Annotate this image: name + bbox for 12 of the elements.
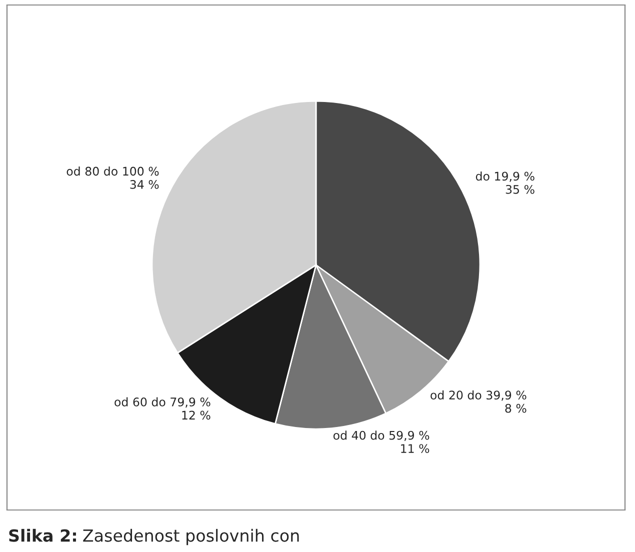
data-label: 35 % xyxy=(506,184,534,194)
text: Slika 2: xyxy=(9,528,76,542)
slice-label: od 40 do 59,9 % xyxy=(333,430,430,441)
data-label: 8 % xyxy=(505,404,526,413)
slice-label: od 80 do 100 % xyxy=(66,166,159,176)
slice-label: od 20 do 39,9 % xyxy=(430,390,526,401)
data-label: 34 % xyxy=(130,180,159,189)
data-label: 12 % xyxy=(182,410,210,420)
text: Zasedenost poslovnih con xyxy=(83,528,299,546)
slice-label: od 60 do 79,9 % xyxy=(114,397,210,408)
data-label: 11 % xyxy=(401,444,430,453)
slice-label: do 19,9 % xyxy=(476,172,534,182)
